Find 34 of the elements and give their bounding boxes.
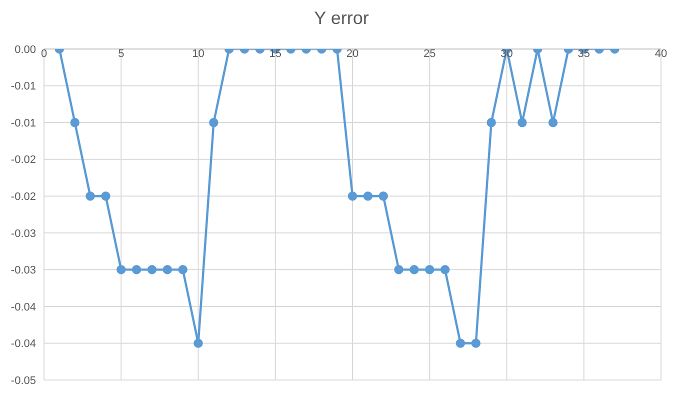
point — [132, 265, 142, 274]
point — [363, 191, 373, 201]
point — [410, 265, 419, 274]
point — [456, 338, 466, 348]
y-tick-label: -0.02 — [10, 191, 36, 204]
x-tick-label: 5 — [118, 48, 124, 60]
point — [116, 265, 126, 274]
point — [440, 265, 450, 274]
point — [162, 265, 172, 274]
point — [471, 338, 481, 348]
x-tick-label: 0 — [40, 48, 48, 60]
y-tick-label: -0.01 — [10, 117, 36, 130]
chart-title: Y error — [313, 8, 370, 29]
x-tick-label: 40 — [654, 48, 668, 60]
x-tick-label: 25 — [424, 48, 436, 60]
y-tick-label: -0.05 — [10, 374, 36, 387]
y-tick-label: -0.04 — [10, 301, 36, 314]
point — [194, 338, 203, 348]
point — [348, 191, 358, 201]
point — [425, 265, 434, 274]
point — [394, 265, 404, 274]
y-tick-label: 0.00 — [14, 44, 36, 56]
point — [101, 191, 110, 201]
x-tick-label: 20 — [346, 48, 359, 60]
y-tick-label: -0.03 — [10, 264, 36, 277]
y-tick-label: -0.04 — [10, 338, 36, 350]
y-tick-label: -0.03 — [10, 228, 36, 240]
point — [178, 265, 188, 274]
point — [86, 191, 95, 201]
point — [378, 191, 388, 201]
y-tick-label: -0.01 — [10, 80, 36, 93]
point — [147, 265, 157, 274]
x-tick-label: 10 — [192, 48, 204, 60]
y-tick-label: -0.02 — [10, 154, 36, 166]
